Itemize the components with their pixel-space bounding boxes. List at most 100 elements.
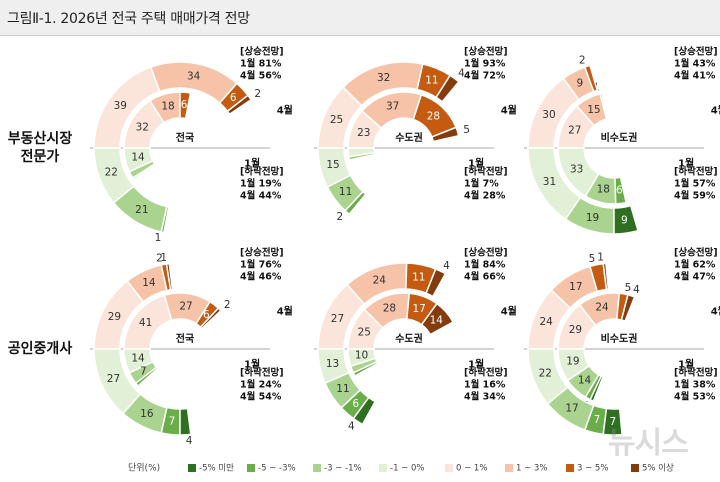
legend-swatch-5 [445, 464, 453, 472]
donut-5-apr-fall-value-label-1: 11 [336, 383, 349, 395]
donut-1-apr-rise-segment-3 [226, 94, 253, 116]
donut-2-rise-title: [상승전망] [464, 46, 508, 58]
donut-6-apr-fall-value-label-1: 17 [565, 403, 578, 415]
donut-6-region-label: 비수도권 [601, 332, 638, 345]
donut-4-ring-label-jan: 1월 [244, 358, 260, 370]
donut-3-jan-fall-value-label-2: 6 [616, 185, 623, 197]
donut-6-apr-rise-segment-3 [602, 262, 610, 291]
donut-6-jan-fall-value-label-1: 14 [578, 374, 592, 386]
donut-5-apr-fall-value-label-2: 6 [352, 398, 359, 410]
donut-6-jan-rise-value-label-0: 29 [569, 324, 582, 336]
donut-2-ring-label-jan: 1월 [468, 157, 484, 169]
donut-1-apr-rise-value-label-0: 39 [114, 100, 127, 112]
donut-4-jan-fall-value-label-1: 7 [140, 365, 147, 377]
donut-5-jan-rise-value-label-0: 25 [358, 327, 371, 339]
donut-3-jan-fall-segment-2 [614, 176, 628, 205]
donut-4-apr-rise-value-label-2: 2 [156, 253, 163, 265]
legend-swatch-3 [313, 464, 321, 472]
donut-2-jan-rise-value-label-1: 37 [386, 101, 399, 113]
donut-5-fall-title: [하락전망] [464, 367, 508, 379]
donut-4-jan-fall-segment-3 [136, 367, 160, 389]
donut-2-apr-fall-segment-2 [344, 190, 367, 216]
legend-label-7: 3 ~ 5% [577, 464, 608, 474]
donut-1-apr-fall-value-label-2: 1 [155, 232, 162, 244]
donut-3-ring-label-jan: 1월 [678, 157, 694, 169]
donut-2-apr-fall-value-label-0: 15 [326, 159, 339, 171]
donut-5-apr-fall-value-label-0: 13 [326, 358, 339, 370]
donut-1-ring-label-apr: 4월 [277, 105, 293, 117]
donut-2-jan-rise-value-label-2: 28 [427, 111, 440, 123]
donut-5-apr-fall-value-label-3: 4 [348, 421, 355, 433]
donut-1-jan-rise-segment-2 [179, 91, 192, 120]
donut-6-fall-apr: 4월 53% [674, 391, 716, 403]
donut-4-jan-rise-value-label-0: 41 [139, 317, 152, 329]
donut-1-ring-label-jan: 1월 [244, 157, 260, 169]
row-label-1-line-2: 전문가 [21, 148, 60, 165]
legend-label-6: 1 ~ 3% [516, 464, 547, 474]
donut-1-jan-rise-value-label-0: 32 [136, 121, 149, 133]
donut-4-rise-title: [상승전망] [240, 247, 284, 259]
donut-2-apr-rise-value-label-3: 4 [458, 68, 465, 80]
donut-1-apr-rise-value-label-3: 2 [254, 88, 261, 100]
legend-swatch-1 [188, 464, 196, 472]
donut-3-jan-fall-value-label-0: 33 [570, 163, 583, 175]
donut-3-apr-fall-segment-2 [613, 204, 639, 235]
donut-5-jan-rise-value-label-1: 28 [383, 303, 396, 315]
donut-2-apr-fall-value-label-1: 11 [339, 186, 352, 198]
donut-6-jan-rise-value-label-2: 5 [625, 282, 632, 294]
figure-header: 그림Ⅱ-1. 2026년 전국 주택 매매가격 전망 [0, 0, 720, 36]
donut-3-region-label: 비수도권 [601, 131, 638, 144]
row-label-2-line-1: 공인중개사 [8, 340, 73, 357]
donut-2-jan-rise-segment-3 [430, 126, 460, 143]
donut-3-jan-rise-value-label-1: 15 [587, 104, 600, 116]
donut-1-fall-jan: 1월 19% [240, 178, 282, 190]
donut-4-apr-rise-segment-3 [165, 262, 174, 291]
donut-4-apr-rise-value-label-0: 29 [108, 311, 121, 323]
donut-4-apr-rise-value-label-3: 1 [160, 252, 167, 264]
donut-5-fall-apr: 4월 34% [464, 391, 506, 403]
donut-2-apr-rise-value-label-2: 11 [425, 75, 438, 87]
donut-3-fall-jan: 1월 57% [674, 178, 716, 190]
donut-6-apr-fall-value-label-2: 7 [594, 414, 601, 426]
donut-6-apr-fall-segment-3 [602, 407, 623, 436]
donut-5-apr-rise-value-label-1: 24 [373, 274, 387, 286]
donut-6-apr-fall-value-label-3: 7 [610, 416, 617, 428]
donut-5-ring-label-apr: 4월 [501, 306, 517, 318]
legend-swatch-7 [566, 464, 574, 472]
figure-title: 그림Ⅱ-1. 2026년 전국 주택 매매가격 전망 [7, 11, 250, 27]
legend-swatch-8 [631, 464, 639, 472]
donut-5-region-label: 수도권 [395, 333, 423, 345]
donut-4-apr-fall-value-label-0: 27 [107, 373, 120, 385]
legend-unit-label: 단위(%) [128, 463, 160, 474]
donut-6-apr-rise-value-label-2: 5 [589, 253, 596, 265]
donut-5-jan-fall-value-label-0: 10 [355, 350, 368, 362]
donut-3-apr-rise-value-label-2: 2 [579, 55, 586, 67]
donut-5-rise-jan: 1월 84% [464, 259, 506, 271]
donut-1-apr-rise-value-label-1: 34 [187, 70, 201, 82]
donut-1-apr-fall-value-label-1: 21 [135, 204, 148, 216]
donut-5-apr-fall-segment-3 [352, 396, 377, 426]
donut-4-ring-label-apr: 4월 [277, 306, 293, 318]
donut-2-ring-label-apr: 4월 [501, 105, 517, 117]
donut-2-fall-jan: 1월 7% [464, 178, 499, 190]
donut-4-rise-apr: 4월 46% [240, 271, 282, 283]
donut-4-jan-rise-value-label-2: 6 [203, 309, 210, 321]
donut-1-jan-fall-value-label-0: 14 [131, 151, 145, 163]
donut-1-jan-fall-segment-2 [131, 163, 157, 181]
donut-1-rise-title: [상승전망] [240, 46, 284, 58]
donut-3-apr-rise-segment-2 [583, 64, 599, 93]
donut-5-fall-jan: 1월 16% [464, 379, 506, 391]
donut-2-jan-fall-segment-1 [347, 151, 376, 162]
donut-3-rise-jan: 1월 43% [674, 58, 716, 70]
donut-6-rise-jan: 1월 62% [674, 259, 716, 271]
donut-5-apr-rise-segment-3 [425, 268, 447, 298]
donut-3-apr-fall-value-label-2: 9 [621, 214, 628, 226]
donut-5-apr-rise-value-label-3: 4 [443, 260, 450, 272]
donut-4-fall-apr: 4월 54% [240, 391, 282, 403]
donut-6-apr-rise-value-label-1: 17 [569, 281, 582, 293]
donut-3-ring-label-apr: 4월 [711, 105, 720, 117]
donut-1-jan-rise-value-label-1: 18 [161, 101, 174, 113]
donut-1-apr-fall-value-label-0: 22 [105, 167, 118, 179]
donut-4-jan-rise-segment-3 [199, 307, 222, 330]
donut-3-apr-rise-value-label-0: 30 [542, 109, 555, 121]
